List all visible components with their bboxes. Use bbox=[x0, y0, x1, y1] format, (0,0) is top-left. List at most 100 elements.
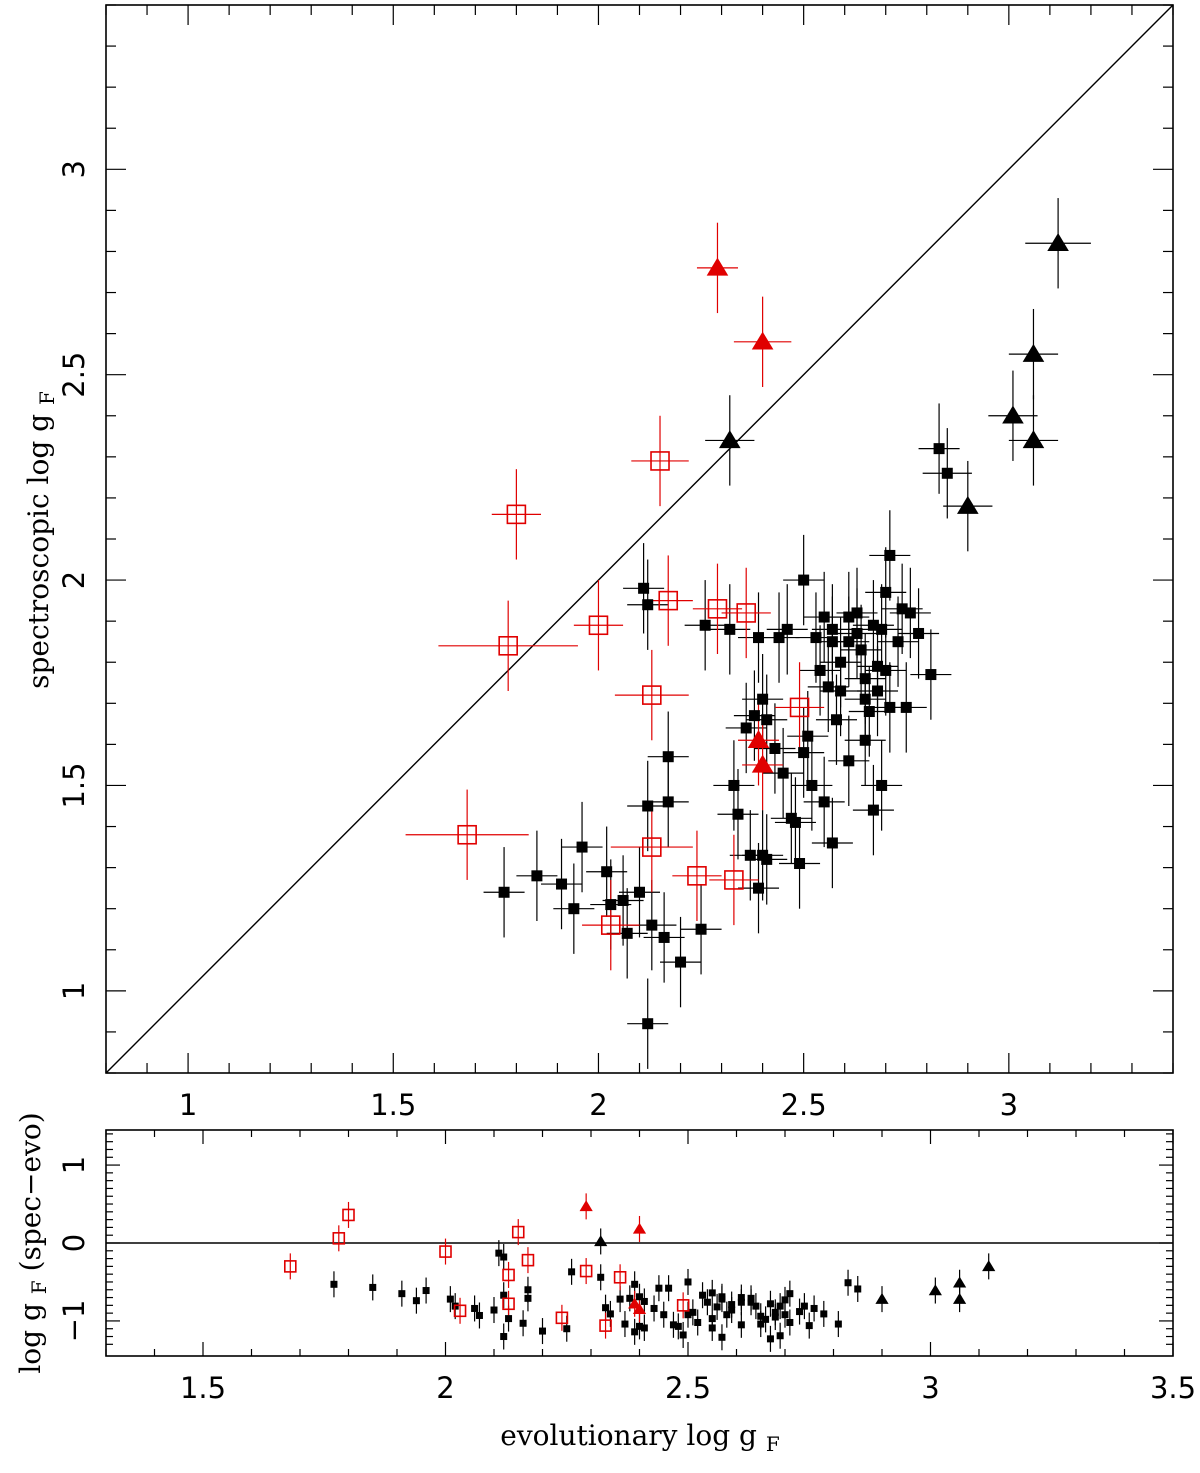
y-tick-label: 1 bbox=[57, 1156, 91, 1174]
subscript-f: F bbox=[27, 1280, 51, 1294]
residual-panel-markers bbox=[283, 1200, 996, 1343]
triangle-marker bbox=[1002, 405, 1024, 424]
open-square-marker bbox=[521, 1253, 535, 1267]
x-tick-label: 3 bbox=[1000, 1088, 1018, 1122]
square-marker bbox=[867, 804, 879, 816]
square-marker bbox=[925, 669, 937, 681]
open-square-marker bbox=[579, 1264, 593, 1278]
open-square-marker bbox=[613, 1270, 627, 1284]
y-tick-label: 0 bbox=[57, 1234, 91, 1252]
triangle-marker bbox=[928, 1284, 942, 1296]
residual-panel-ticks bbox=[105, 1130, 1174, 1356]
square-marker bbox=[718, 1295, 726, 1303]
square-marker bbox=[674, 1322, 682, 1330]
y-tick-label: −1 bbox=[57, 1300, 91, 1343]
square-marker bbox=[835, 656, 847, 668]
triangle-marker bbox=[982, 1260, 996, 1272]
square-marker bbox=[757, 1320, 765, 1328]
square-marker bbox=[636, 1322, 643, 1330]
square-marker bbox=[781, 1311, 789, 1319]
square-marker bbox=[896, 603, 908, 615]
triangle-marker bbox=[751, 754, 774, 773]
square-marker bbox=[855, 644, 867, 656]
square-marker bbox=[884, 701, 896, 713]
square-marker bbox=[757, 693, 769, 705]
open-square-marker bbox=[506, 504, 527, 525]
square-marker bbox=[412, 1297, 420, 1305]
square-marker bbox=[757, 1312, 765, 1320]
residual-y-axis-label-text: log g bbox=[14, 1303, 47, 1374]
square-marker bbox=[941, 467, 953, 479]
square-marker bbox=[602, 1304, 610, 1312]
square-marker bbox=[724, 623, 736, 635]
square-marker bbox=[851, 627, 863, 639]
square-marker bbox=[876, 623, 888, 635]
square-marker bbox=[675, 956, 687, 968]
square-marker bbox=[810, 632, 822, 644]
open-square-marker bbox=[502, 1297, 515, 1311]
square-marker bbox=[642, 599, 654, 611]
open-square-marker bbox=[642, 685, 662, 705]
square-marker bbox=[660, 1311, 668, 1319]
triangle-marker bbox=[632, 1302, 647, 1314]
square-marker bbox=[728, 1301, 736, 1309]
square-marker bbox=[814, 664, 826, 676]
square-marker bbox=[626, 1294, 634, 1302]
square-marker bbox=[330, 1280, 338, 1288]
open-square-marker bbox=[555, 1311, 569, 1325]
square-marker bbox=[794, 858, 806, 870]
square-marker bbox=[761, 853, 773, 865]
square-marker bbox=[708, 1324, 716, 1332]
square-marker bbox=[398, 1290, 406, 1298]
square-marker bbox=[369, 1283, 377, 1291]
square-marker bbox=[810, 1304, 818, 1312]
open-square-marker bbox=[707, 599, 728, 619]
square-marker bbox=[843, 755, 855, 767]
label-rest: (spec−evo) bbox=[14, 1112, 47, 1280]
open-square-marker bbox=[439, 1245, 452, 1258]
square-marker bbox=[605, 899, 617, 911]
square-marker bbox=[601, 866, 613, 878]
square-marker bbox=[752, 1302, 760, 1310]
square-marker bbox=[699, 1291, 707, 1299]
square-marker bbox=[703, 1298, 711, 1306]
square-marker bbox=[576, 841, 588, 853]
x-tick-label: 2.5 bbox=[665, 1371, 711, 1405]
x-tick-label: 1.5 bbox=[180, 1371, 226, 1405]
square-marker bbox=[863, 706, 875, 718]
square-marker bbox=[753, 632, 765, 644]
square-marker bbox=[723, 1311, 731, 1319]
square-marker bbox=[802, 730, 814, 742]
residual-y-axis-label: log g F (spec−evo) bbox=[14, 1112, 51, 1373]
triangle-marker bbox=[875, 1292, 889, 1304]
x-tick-label: 2 bbox=[436, 1371, 454, 1405]
square-marker bbox=[835, 685, 847, 697]
x-tick-label: 3 bbox=[921, 1371, 939, 1405]
square-marker bbox=[539, 1327, 546, 1335]
y-tick-label: 2 bbox=[57, 571, 91, 589]
square-marker bbox=[798, 574, 810, 586]
square-marker bbox=[679, 1331, 687, 1339]
square-marker bbox=[826, 623, 838, 635]
square-marker bbox=[805, 1322, 813, 1330]
square-marker bbox=[747, 1294, 755, 1302]
square-marker bbox=[820, 1310, 828, 1318]
square-marker bbox=[519, 1319, 527, 1327]
subscript-f: F bbox=[766, 1432, 780, 1456]
triangle-marker bbox=[1047, 232, 1069, 251]
square-marker bbox=[500, 1291, 508, 1299]
square-marker bbox=[880, 664, 892, 676]
triangle-marker bbox=[953, 1276, 967, 1288]
square-marker bbox=[800, 1302, 808, 1310]
square-marker bbox=[859, 734, 871, 746]
square-marker bbox=[636, 1293, 643, 1301]
square-marker bbox=[634, 886, 645, 898]
square-marker bbox=[766, 1335, 774, 1343]
x-axis-label-text: evolutionary log g bbox=[500, 1419, 757, 1452]
square-marker bbox=[781, 1296, 789, 1304]
square-marker bbox=[776, 1302, 784, 1310]
main-panel-markers bbox=[457, 232, 1069, 1030]
square-marker bbox=[728, 779, 740, 791]
square-marker bbox=[524, 1286, 532, 1294]
square-marker bbox=[640, 1297, 648, 1305]
